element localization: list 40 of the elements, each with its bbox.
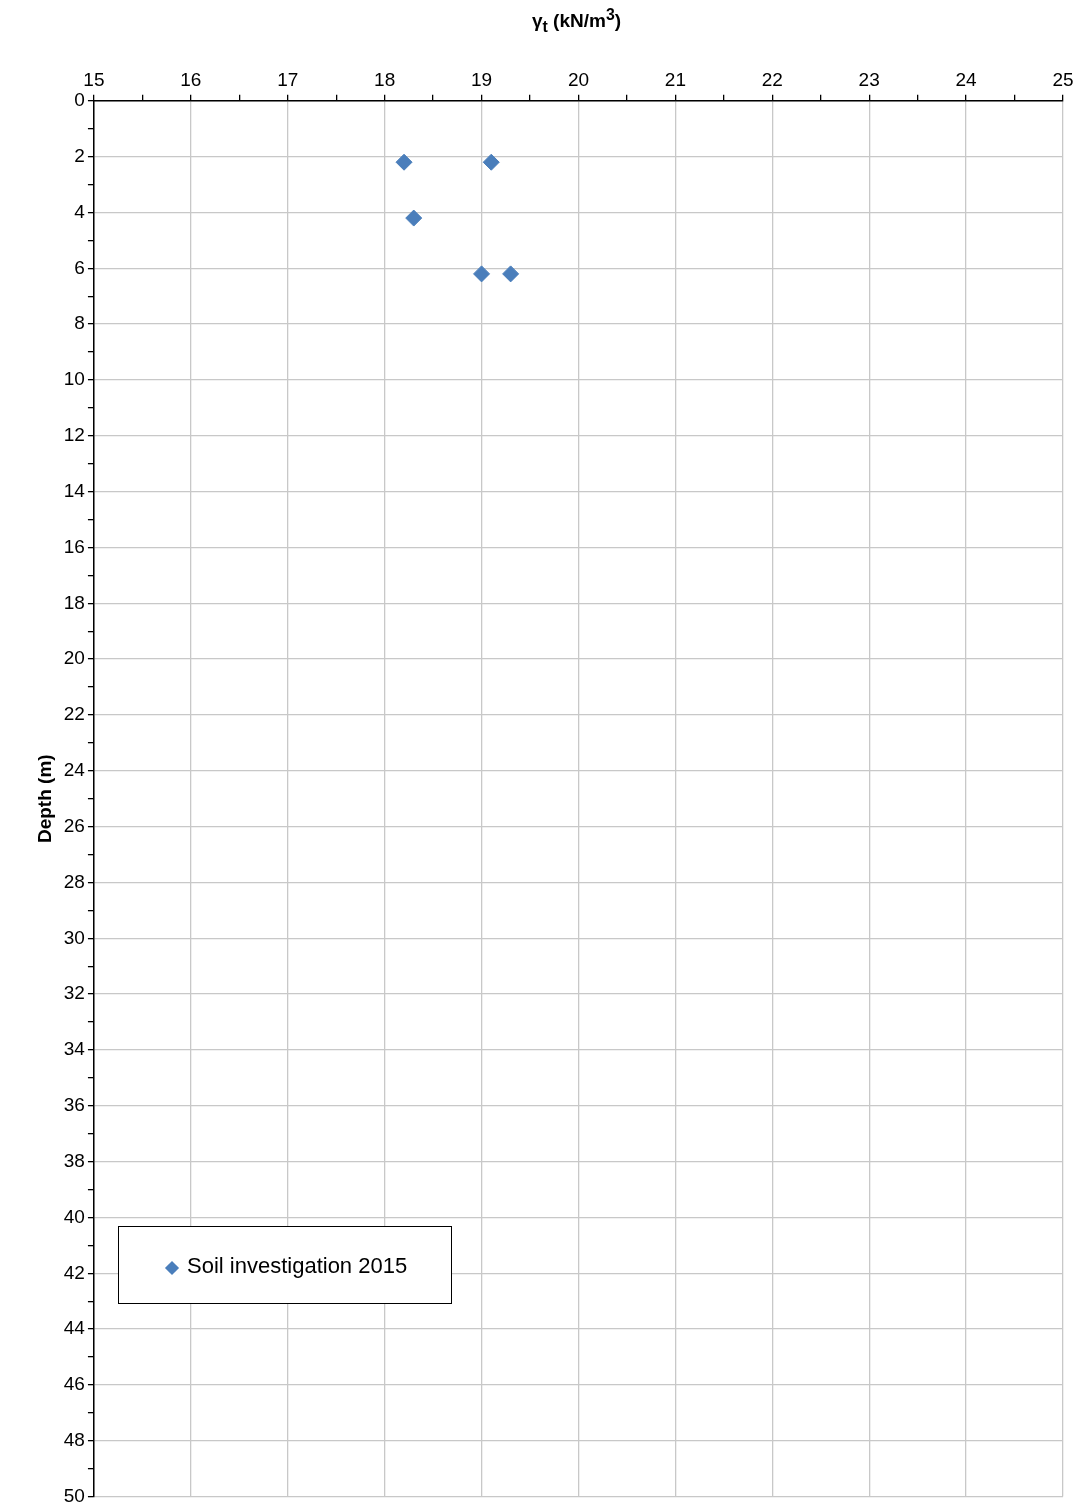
y-tick-label: 48 [63,1429,85,1450]
y-tick-label: 16 [63,535,85,557]
y-tick-label: 32 [63,982,85,1004]
y-tick-label: 42 [63,1261,85,1283]
y-tick-label: 14 [63,479,86,501]
x-tick-label: 17 [277,68,299,90]
x-tick-label: 22 [761,68,783,90]
y-tick-label: 10 [63,368,85,390]
y-tick-label: 18 [63,591,85,613]
y-tick-label: 36 [63,1094,85,1116]
y-tick-label: 4 [74,200,86,222]
legend-label: Soil investigation 2015 [187,1253,408,1278]
x-tick-label: 16 [180,68,202,90]
y-tick-label: 12 [63,424,85,446]
x-tick-label: 21 [664,68,686,90]
y-tick-label: 30 [63,926,85,948]
y-tick-label: 0 [74,89,85,111]
y-tick-label: 44 [63,1317,86,1339]
y-tick-label: 38 [63,1149,85,1171]
x-tick-label: 23 [858,68,880,90]
x-tick-label: 18 [374,68,396,90]
y-tick-label: 2 [74,144,85,166]
y-tick-label: 24 [63,759,86,781]
y-tick-label: 26 [63,814,85,836]
y-tick-label: 22 [63,703,85,725]
x-axis-title: γ$_{t}$ (kN/m$^{3}$) [530,6,623,37]
x-tick-label: 24 [955,68,978,90]
y-tick-label: 28 [63,870,85,892]
x-tick-label: 25 [1052,68,1074,90]
y-axis-title: Depth (m) [33,754,55,844]
y-tick-label: 20 [63,647,85,669]
x-tick-label: 19 [470,68,493,90]
y-tick-label: 34 [63,1038,86,1060]
x-tick-label: 20 [567,68,590,90]
x-tick-label: 15 [83,68,105,90]
y-tick-label: 40 [63,1205,85,1227]
y-tick-label: 6 [74,256,85,278]
y-tick-label: 46 [63,1373,85,1395]
y-tick-label: 50 [63,1484,85,1506]
y-tick-label: 8 [74,312,85,334]
